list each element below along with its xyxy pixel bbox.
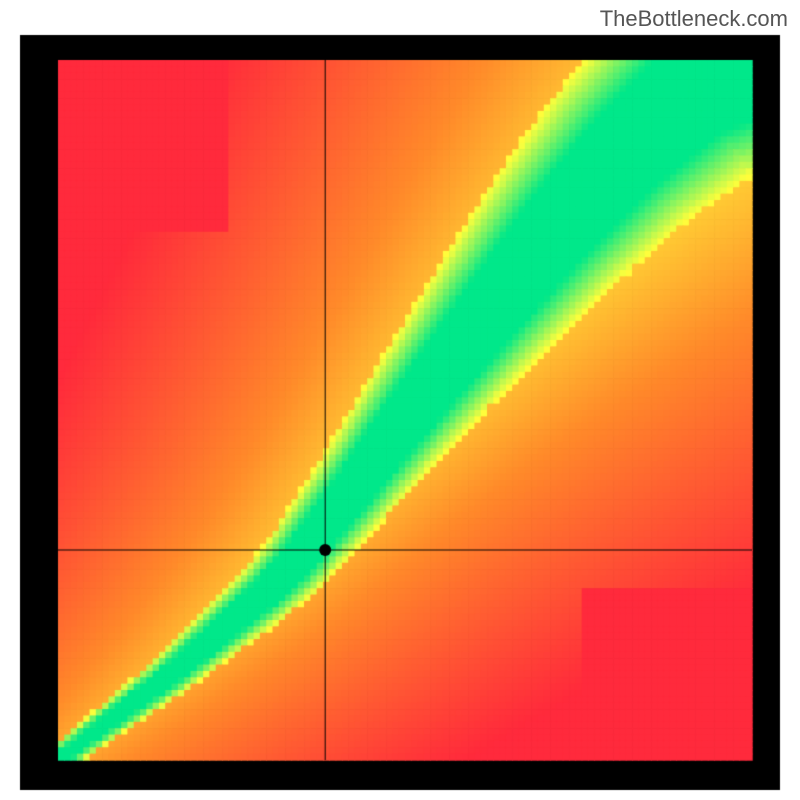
bottleneck-heatmap: [0, 0, 800, 800]
chart-container: { "attribution": "TheBottleneck.com", "a…: [0, 0, 800, 800]
attribution-text: TheBottleneck.com: [600, 6, 788, 32]
